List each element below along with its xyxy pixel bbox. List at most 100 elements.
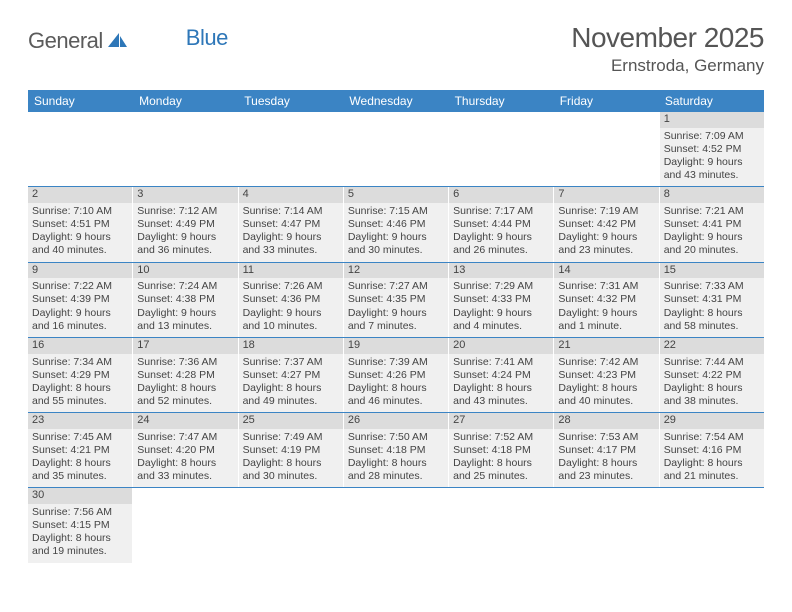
day-cell: 14Sunrise: 7:31 AMSunset: 4:32 PMDayligh…: [554, 263, 659, 337]
day-number: 11: [239, 263, 343, 279]
calendar-header-row: Sunday Monday Tuesday Wednesday Thursday…: [28, 90, 764, 112]
day-number: 18: [239, 338, 343, 354]
sunset-text: Sunset: 4:31 PM: [664, 293, 760, 306]
daylight-text: Daylight: 8 hours: [32, 532, 128, 545]
sunset-text: Sunset: 4:52 PM: [664, 143, 760, 156]
daylight-text: Daylight: 9 hours: [348, 231, 444, 244]
calendar-row: 30Sunrise: 7:56 AMSunset: 4:15 PMDayligh…: [28, 488, 764, 562]
empty-cell: [239, 112, 344, 186]
sunrise-text: Sunrise: 7:41 AM: [453, 356, 549, 369]
day-number: 12: [344, 263, 448, 279]
day-number: 15: [660, 263, 764, 279]
empty-cell: [239, 488, 344, 562]
empty-cell: [28, 112, 133, 186]
title-block: November 2025 Ernstroda, Germany: [571, 22, 764, 76]
daylight-text: and 20 minutes.: [664, 244, 760, 257]
day-cell: 24Sunrise: 7:47 AMSunset: 4:20 PMDayligh…: [133, 413, 238, 487]
day-number: 17: [133, 338, 237, 354]
sunset-text: Sunset: 4:17 PM: [558, 444, 654, 457]
daylight-text: Daylight: 9 hours: [558, 307, 654, 320]
sunset-text: Sunset: 4:19 PM: [243, 444, 339, 457]
daylight-text: and 30 minutes.: [243, 470, 339, 483]
day-number: 8: [660, 187, 764, 203]
sunset-text: Sunset: 4:41 PM: [664, 218, 760, 231]
calendar-row: 16Sunrise: 7:34 AMSunset: 4:29 PMDayligh…: [28, 338, 764, 413]
empty-cell: [344, 488, 449, 562]
day-number: 26: [344, 413, 448, 429]
daylight-text: Daylight: 9 hours: [137, 307, 233, 320]
empty-cell: [554, 112, 659, 186]
daylight-text: and 23 minutes.: [558, 244, 654, 257]
day-cell: 6Sunrise: 7:17 AMSunset: 4:44 PMDaylight…: [449, 187, 554, 261]
daylight-text: Daylight: 9 hours: [558, 231, 654, 244]
daylight-text: and 52 minutes.: [137, 395, 233, 408]
weekday-header: Monday: [133, 90, 238, 112]
day-number: 10: [133, 263, 237, 279]
day-cell: 5Sunrise: 7:15 AMSunset: 4:46 PMDaylight…: [344, 187, 449, 261]
sunrise-text: Sunrise: 7:12 AM: [137, 205, 233, 218]
day-number: 19: [344, 338, 448, 354]
day-cell: 9Sunrise: 7:22 AMSunset: 4:39 PMDaylight…: [28, 263, 133, 337]
sunrise-text: Sunrise: 7:15 AM: [348, 205, 444, 218]
month-title: November 2025: [571, 22, 764, 54]
location-label: Ernstroda, Germany: [571, 56, 764, 76]
daylight-text: and 25 minutes.: [453, 470, 549, 483]
empty-cell: [133, 112, 238, 186]
daylight-text: Daylight: 8 hours: [348, 457, 444, 470]
day-number: 23: [28, 413, 132, 429]
sunrise-text: Sunrise: 7:37 AM: [243, 356, 339, 369]
weekday-header: Friday: [554, 90, 659, 112]
daylight-text: Daylight: 8 hours: [453, 382, 549, 395]
daylight-text: and 16 minutes.: [32, 320, 128, 333]
sunset-text: Sunset: 4:15 PM: [32, 519, 128, 532]
sunrise-text: Sunrise: 7:14 AM: [243, 205, 339, 218]
calendar-row: 9Sunrise: 7:22 AMSunset: 4:39 PMDaylight…: [28, 263, 764, 338]
sunset-text: Sunset: 4:39 PM: [32, 293, 128, 306]
sunset-text: Sunset: 4:35 PM: [348, 293, 444, 306]
empty-cell: [344, 112, 449, 186]
day-number: 1: [660, 112, 764, 128]
sunset-text: Sunset: 4:16 PM: [664, 444, 760, 457]
sunrise-text: Sunrise: 7:29 AM: [453, 280, 549, 293]
day-cell: 11Sunrise: 7:26 AMSunset: 4:36 PMDayligh…: [239, 263, 344, 337]
day-number: 9: [28, 263, 132, 279]
sunrise-text: Sunrise: 7:56 AM: [32, 506, 128, 519]
daylight-text: and 28 minutes.: [348, 470, 444, 483]
logo-text-general: General: [28, 28, 103, 54]
day-cell: 17Sunrise: 7:36 AMSunset: 4:28 PMDayligh…: [133, 338, 238, 412]
daylight-text: and 58 minutes.: [664, 320, 760, 333]
daylight-text: and 10 minutes.: [243, 320, 339, 333]
day-number: 14: [554, 263, 658, 279]
day-cell: 1Sunrise: 7:09 AMSunset: 4:52 PMDaylight…: [660, 112, 764, 186]
weekday-header: Tuesday: [238, 90, 343, 112]
daylight-text: Daylight: 9 hours: [348, 307, 444, 320]
daylight-text: and 26 minutes.: [453, 244, 549, 257]
daylight-text: Daylight: 8 hours: [32, 382, 128, 395]
sunrise-text: Sunrise: 7:45 AM: [32, 431, 128, 444]
sunset-text: Sunset: 4:38 PM: [137, 293, 233, 306]
sunrise-text: Sunrise: 7:24 AM: [137, 280, 233, 293]
sunset-text: Sunset: 4:27 PM: [243, 369, 339, 382]
daylight-text: and 7 minutes.: [348, 320, 444, 333]
day-cell: 12Sunrise: 7:27 AMSunset: 4:35 PMDayligh…: [344, 263, 449, 337]
day-cell: 25Sunrise: 7:49 AMSunset: 4:19 PMDayligh…: [239, 413, 344, 487]
weekday-header: Wednesday: [343, 90, 448, 112]
daylight-text: Daylight: 9 hours: [453, 307, 549, 320]
logo: General Blue: [28, 22, 228, 54]
calendar-table: Sunday Monday Tuesday Wednesday Thursday…: [28, 90, 764, 563]
sunset-text: Sunset: 4:33 PM: [453, 293, 549, 306]
empty-cell: [449, 112, 554, 186]
empty-cell: [554, 488, 659, 562]
day-cell: 16Sunrise: 7:34 AMSunset: 4:29 PMDayligh…: [28, 338, 133, 412]
day-cell: 7Sunrise: 7:19 AMSunset: 4:42 PMDaylight…: [554, 187, 659, 261]
calendar-body: 1Sunrise: 7:09 AMSunset: 4:52 PMDaylight…: [28, 112, 764, 563]
daylight-text: Daylight: 8 hours: [664, 457, 760, 470]
sunset-text: Sunset: 4:51 PM: [32, 218, 128, 231]
sunset-text: Sunset: 4:36 PM: [243, 293, 339, 306]
day-number: 20: [449, 338, 553, 354]
sunrise-text: Sunrise: 7:10 AM: [32, 205, 128, 218]
sunrise-text: Sunrise: 7:52 AM: [453, 431, 549, 444]
sunrise-text: Sunrise: 7:36 AM: [137, 356, 233, 369]
day-number: 4: [239, 187, 343, 203]
weekday-header: Sunday: [28, 90, 133, 112]
